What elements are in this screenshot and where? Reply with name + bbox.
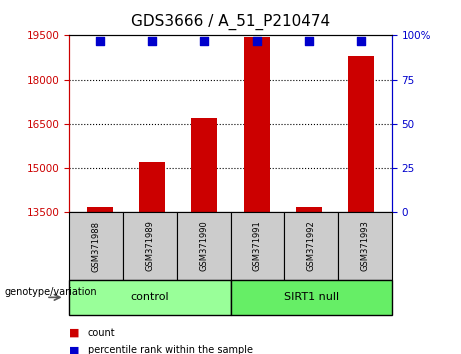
Text: control: control bbox=[130, 292, 169, 302]
Bar bbox=[139, 162, 165, 212]
Point bbox=[97, 39, 104, 44]
Text: SIRT1 null: SIRT1 null bbox=[284, 292, 339, 302]
Text: GSM371993: GSM371993 bbox=[361, 221, 369, 272]
Text: GSM371989: GSM371989 bbox=[145, 221, 154, 272]
Text: percentile rank within the sample: percentile rank within the sample bbox=[88, 346, 253, 354]
Text: GSM371988: GSM371988 bbox=[92, 221, 100, 272]
Bar bbox=[243, 37, 270, 212]
Point bbox=[305, 39, 312, 44]
Point bbox=[201, 39, 208, 44]
Text: genotype/variation: genotype/variation bbox=[5, 287, 97, 297]
Text: ■: ■ bbox=[69, 346, 80, 354]
Bar bbox=[88, 206, 113, 212]
Text: GSM371990: GSM371990 bbox=[199, 221, 208, 272]
Bar bbox=[191, 118, 218, 212]
Point bbox=[357, 39, 364, 44]
Text: GSM371992: GSM371992 bbox=[307, 221, 316, 272]
Bar bbox=[296, 206, 322, 212]
Text: GSM371991: GSM371991 bbox=[253, 221, 262, 272]
Text: count: count bbox=[88, 328, 115, 338]
Point bbox=[253, 39, 260, 44]
Point bbox=[149, 39, 156, 44]
Text: ■: ■ bbox=[69, 328, 80, 338]
Text: GDS3666 / A_51_P210474: GDS3666 / A_51_P210474 bbox=[131, 14, 330, 30]
Bar bbox=[348, 56, 373, 212]
